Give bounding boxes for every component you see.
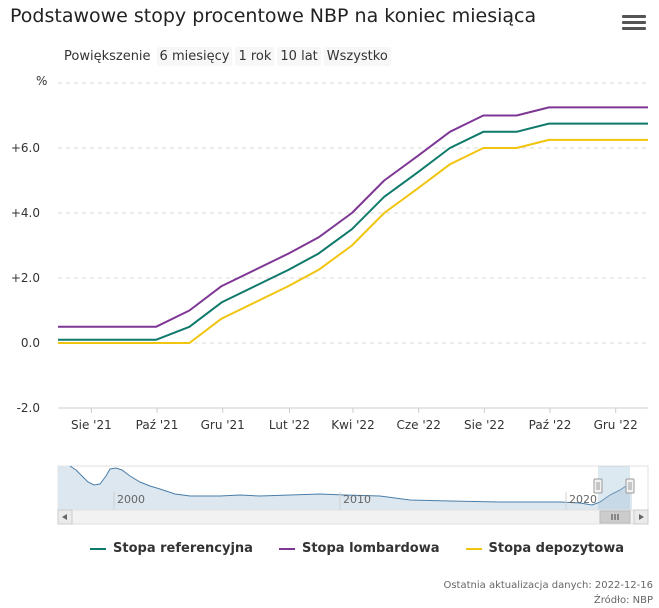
navigator-label-2010: 2010	[343, 493, 371, 506]
zoom-label: Powiększenie	[64, 49, 151, 64]
y-axis-labels: -2.0 0.0 +2.0 +4.0 +6.0	[11, 141, 40, 415]
scrollbar[interactable]	[57, 509, 649, 525]
arrow-right-icon	[639, 514, 644, 520]
x-tick-label: Sie '21	[71, 418, 112, 432]
scrollbar-track[interactable]	[57, 509, 649, 525]
zoom-10-years-button[interactable]: 10 lat	[277, 47, 321, 66]
scrollbar-grip-icon	[611, 514, 619, 520]
legend-swatch-deposit	[465, 547, 482, 550]
x-axis-ticks: Sie '21 Paź '21 Gru '21 Lut '22 Kwi '22 Cze '…	[71, 408, 638, 432]
navigator-right-handle[interactable]	[625, 478, 635, 494]
legend-label-reference: Stopa referencyjna	[113, 541, 253, 556]
series-lines	[58, 106, 648, 344]
x-tick-label: Lut '22	[269, 418, 310, 432]
navigator-series-line	[69, 465, 633, 506]
navigator-area	[58, 466, 632, 510]
navigator-label-2020: 2020	[569, 493, 597, 506]
x-tick-label: Gru '22	[594, 418, 638, 432]
x-tick-label: Sie '22	[464, 418, 505, 432]
legend: Stopa referencyjna Stopa lombardowa Stop…	[90, 541, 650, 556]
legend-item-deposit[interactable]: Stopa depozytowa	[465, 541, 624, 556]
y-tick-label: 0.0	[21, 336, 40, 350]
y-tick-label: +2.0	[11, 271, 40, 285]
rate-chart: -2.0 0.0 +2.0 +4.0 +6.0 % Sie '21 Paź '21 Gru …	[11, 74, 649, 525]
legend-swatch-reference	[90, 547, 106, 550]
zoom-bar: Powiększenie 6 miesięcy 1 rok 10 lat Wsz…	[64, 47, 394, 66]
source-text: Źródło: NBP	[593, 595, 653, 606]
navigator-selected-range[interactable]	[598, 466, 630, 510]
y-tick-label: +6.0	[11, 141, 40, 155]
series-line-2[interactable]	[58, 138, 648, 344]
zoom-1-year-button[interactable]: 1 rok	[235, 47, 275, 66]
y-tick-label: +4.0	[11, 206, 40, 220]
series-line-0[interactable]	[58, 122, 648, 341]
y-tick-label: -2.0	[17, 401, 40, 415]
y-axis-unit-label: %	[36, 74, 47, 88]
last-updated-text: Ostatnia aktualizacja danych: 2022-12-16	[443, 580, 653, 591]
zoom-6-months-button[interactable]: 6 miesięcy	[156, 47, 233, 66]
chart-title: Podstawowe stopy procentowe NBP na konie…	[10, 5, 537, 27]
zoom-all-button[interactable]: Wszystko	[323, 47, 391, 66]
x-tick-label: Cze '22	[396, 418, 440, 432]
legend-label-deposit: Stopa depozytowa	[488, 541, 624, 556]
navigator-label-2000: 2000	[117, 493, 145, 506]
legend-item-lombard[interactable]: Stopa lombardowa	[278, 541, 440, 556]
legend-label-lombard: Stopa lombardowa	[301, 541, 440, 556]
navigator[interactable]: 2000 2010 2020	[57, 465, 649, 511]
hamburger-menu-icon[interactable]	[622, 15, 646, 37]
x-tick-label: Gru '21	[201, 418, 245, 432]
x-tick-label: Paź '21	[136, 418, 179, 432]
arrow-left-icon	[62, 514, 67, 520]
legend-swatch-lombard	[278, 547, 295, 550]
series-line-1[interactable]	[58, 106, 648, 328]
navigator-left-handle[interactable]	[593, 478, 603, 494]
x-tick-label: Paź '22	[529, 418, 572, 432]
x-tick-label: Kwi '22	[331, 418, 374, 432]
legend-item-reference[interactable]: Stopa referencyjna	[90, 541, 253, 556]
